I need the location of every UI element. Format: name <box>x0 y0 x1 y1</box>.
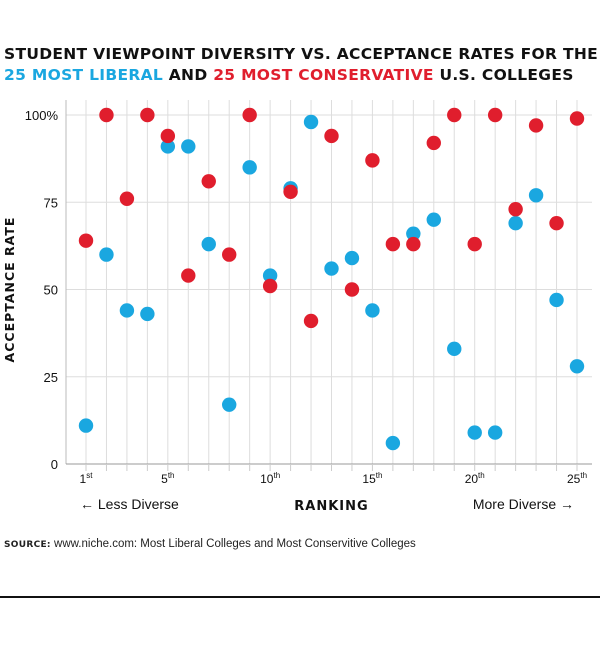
title-tail: U.S. COLLEGES <box>439 66 574 84</box>
liberal-point <box>78 418 94 433</box>
liberal-point <box>201 236 216 252</box>
x-tick-label: 10th <box>260 471 280 486</box>
conservative-point <box>447 107 462 123</box>
liberal-point <box>119 303 135 318</box>
conservative-point <box>508 202 523 217</box>
liberal-point <box>242 160 257 175</box>
liberal-point <box>487 425 503 440</box>
x-tick-suffix: th <box>478 471 485 480</box>
liberal-point <box>406 226 421 241</box>
liberal-point <box>569 359 585 374</box>
conservative-point <box>160 128 176 144</box>
liberal-point <box>528 188 544 203</box>
conservative-point <box>222 247 237 262</box>
conservative-point <box>201 174 216 189</box>
conservative-point <box>344 282 360 297</box>
liberal-point <box>447 341 462 357</box>
conservative-point <box>426 135 441 151</box>
title-and: AND <box>168 66 208 84</box>
x-tick-label: 25th <box>567 471 587 486</box>
liberal-point <box>365 303 380 318</box>
title-line-1: STUDENT VIEWPOINT DIVERSITY VS. ACCEPTAN… <box>4 45 599 63</box>
liberal-point <box>324 261 339 276</box>
bottom-rule <box>0 596 600 598</box>
liberal-point <box>508 215 523 231</box>
conservative-point <box>140 107 155 123</box>
y-tick-label: 75 <box>44 195 58 210</box>
y-tick-label: 0 <box>51 457 58 472</box>
source-note: SOURCE: www.niche.com: Most Liberal Coll… <box>4 538 416 550</box>
source-label: SOURCE: <box>4 540 51 550</box>
x-tick-label: 15th <box>362 471 382 486</box>
liberal-point <box>181 139 196 154</box>
title-liberal: 25 MOST LIBERAL <box>4 66 164 84</box>
y-axis-title: ACCEPTANCE RATE <box>2 217 17 363</box>
x-tick-number: 15 <box>362 472 376 486</box>
x-tick-number: 10 <box>260 472 274 486</box>
x-tick-number: 5 <box>161 472 168 486</box>
x-tick-label: 5th <box>161 471 174 486</box>
conservative-point <box>406 236 421 252</box>
liberal-point <box>160 139 176 154</box>
liberal-point <box>426 212 441 227</box>
conservative-point <box>181 268 196 283</box>
liberal-point <box>467 425 482 440</box>
liberal-point <box>262 268 278 283</box>
x-axis-title: RANKING <box>294 499 368 514</box>
liberal-point <box>303 114 319 130</box>
x-tick-suffix: th <box>376 471 383 480</box>
y-tick-label: 100% <box>25 108 59 123</box>
chart-title: STUDENT VIEWPOINT DIVERSITY VS. ACCEPTAN… <box>4 44 600 86</box>
conservative-point <box>365 153 380 168</box>
source-text: www.niche.com: Most Liberal Colleges and… <box>54 538 416 550</box>
conservative-point <box>549 215 564 231</box>
conservative-point <box>283 184 298 199</box>
conservative-point <box>303 313 319 329</box>
conservative-point <box>242 107 257 123</box>
liberal-point <box>549 292 564 308</box>
title-conservative: 25 MOST CONSERVATIVE <box>213 66 434 84</box>
liberal-point <box>344 250 360 266</box>
liberal-point <box>222 397 237 412</box>
conservative-point <box>324 128 339 144</box>
conservative-point <box>528 118 544 133</box>
liberal-point <box>99 247 114 262</box>
x-tick-label: 1st <box>80 471 94 486</box>
y-tick-label: 50 <box>44 283 58 298</box>
x-tick-number: 25 <box>567 472 581 486</box>
conservative-point <box>99 107 114 123</box>
x-tick-suffix: st <box>86 471 93 480</box>
conservative-point <box>262 278 278 294</box>
x-tick-suffix: th <box>273 471 280 480</box>
y-tick-label: 25 <box>44 370 58 385</box>
conservative-point <box>78 233 94 248</box>
conservative-point <box>569 111 585 126</box>
conservative-point <box>467 236 482 252</box>
x-tick-suffix: th <box>168 471 175 480</box>
title-line-2: 25 MOST LIBERAL AND 25 MOST CONSERVATIVE… <box>4 65 600 86</box>
liberal-point <box>385 435 401 451</box>
liberal-point <box>140 306 155 322</box>
x-tick-number: 20 <box>465 472 479 486</box>
less-diverse-note: ← Less Diverse <box>80 496 179 512</box>
x-tick-suffix: th <box>580 471 587 480</box>
more-diverse-note: More Diverse → <box>473 496 574 512</box>
conservative-point <box>385 236 401 252</box>
x-tick-number: 1 <box>80 472 87 486</box>
conservative-point <box>487 107 503 123</box>
x-tick-label: 20th <box>465 471 485 486</box>
conservative-point <box>119 191 135 206</box>
